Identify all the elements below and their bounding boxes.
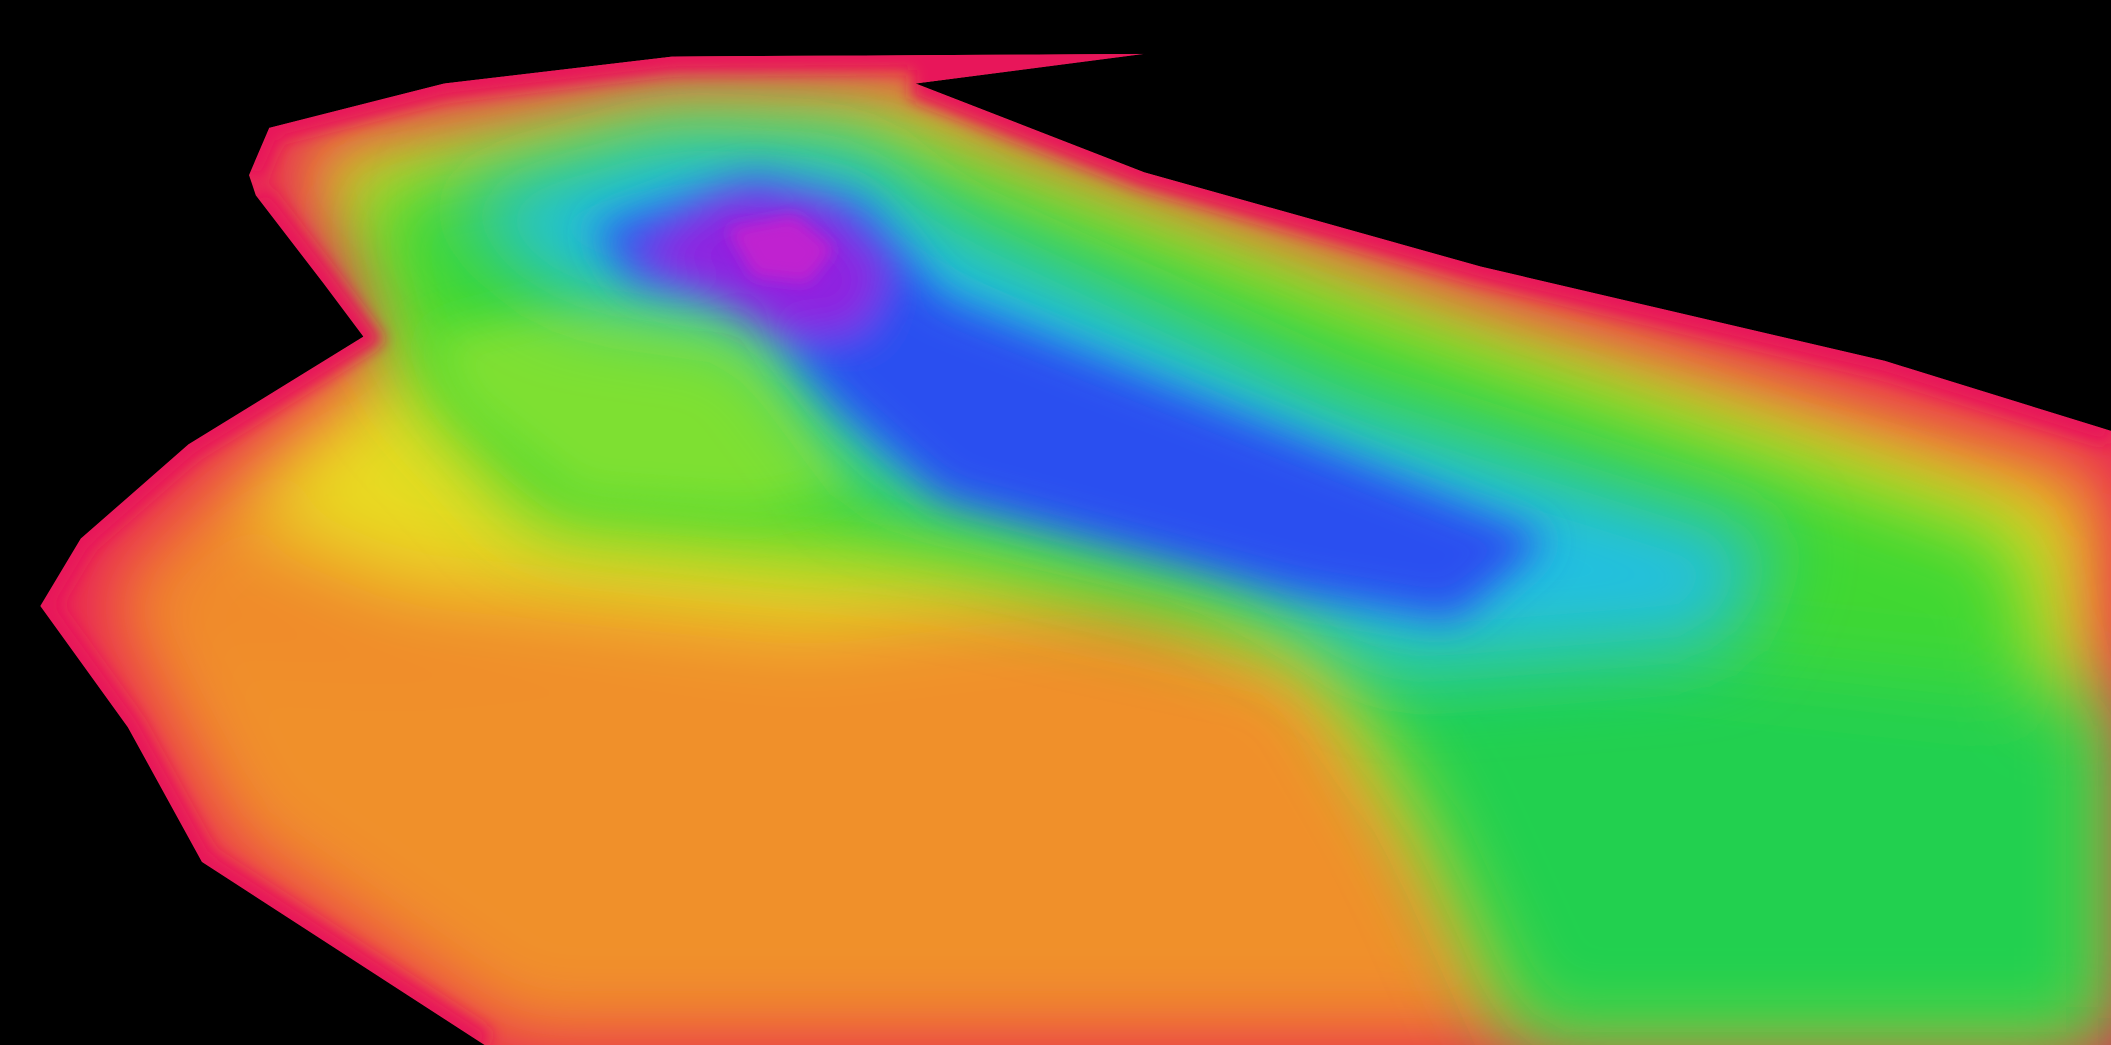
magenta-deepest <box>727 215 835 283</box>
green-ridge <box>430 276 862 512</box>
green-front-right <box>1346 646 2111 1045</box>
orange-front <box>161 579 1549 1045</box>
